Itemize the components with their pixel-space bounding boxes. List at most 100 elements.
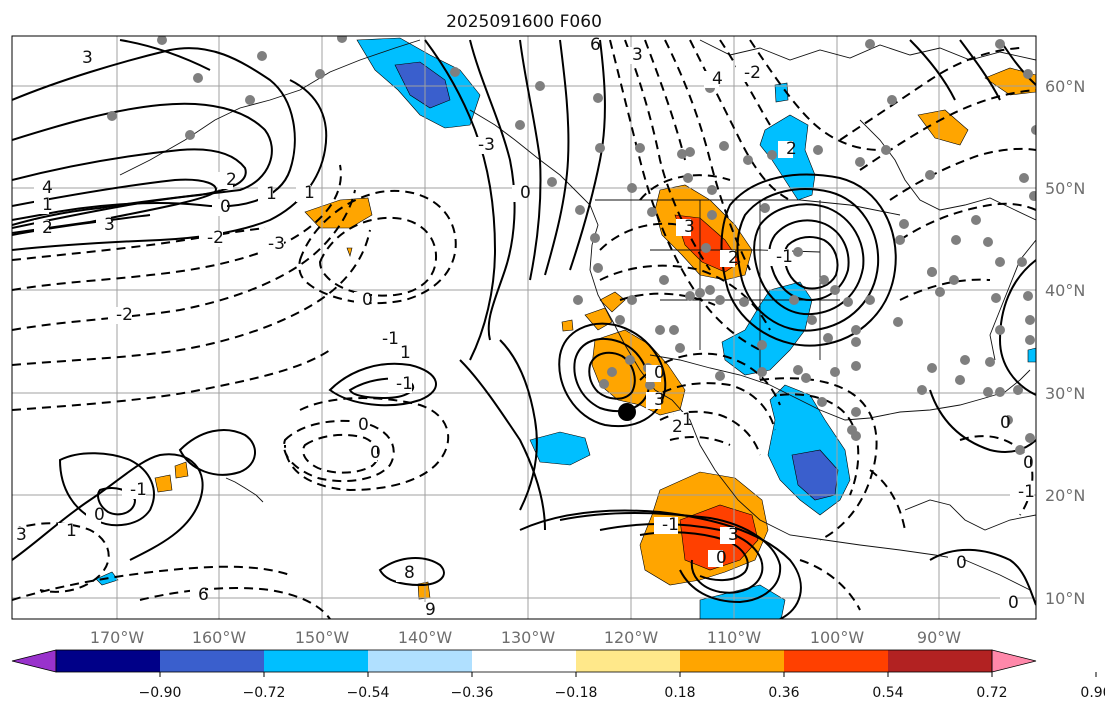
colorbar-bin	[784, 650, 888, 672]
coastline-yucatan	[904, 499, 1036, 531]
observation-dot	[983, 237, 993, 247]
negative-anomaly-east-pacific	[529, 431, 591, 466]
contour-positive-pacific-1	[328, 362, 437, 407]
observation-dot	[593, 263, 603, 273]
contour-label: -1	[396, 374, 413, 394]
observation-dot	[801, 373, 811, 383]
negative-anomaly-canada-small	[774, 82, 789, 103]
contour-positive-gulf-alaska-5	[12, 214, 151, 236]
colorbar-tick-label: 0.90	[1080, 685, 1105, 701]
observation-dot	[575, 205, 585, 215]
contour-label-bg	[720, 527, 735, 544]
contour-label-bg	[218, 172, 233, 189]
contour-negative-east-3	[889, 147, 1036, 201]
contour-label-bg	[354, 292, 369, 309]
contour-negative-gulf-1	[759, 377, 878, 541]
contour-label-bg	[736, 65, 760, 82]
contour-positive-pacific-5	[97, 487, 137, 516]
observation-dot	[635, 143, 645, 153]
contour-positive-gulf-alaska-6	[12, 79, 328, 251]
observation-dot	[960, 355, 970, 365]
contour-label: 0	[956, 553, 967, 573]
observation-dot	[1017, 257, 1027, 267]
observation-dot	[983, 387, 993, 397]
colorbar-tick-label: 0.18	[664, 685, 695, 701]
border-us-canada	[595, 199, 901, 216]
contour-label-bg	[1015, 455, 1030, 472]
observation-dot	[1031, 125, 1036, 135]
contour-label: -1	[776, 247, 793, 267]
lon-label: 120°W	[604, 628, 659, 647]
colorbar: −0.90 −0.72 −0.54 −0.36 −0.18 0.18 0.36 0.54 0.7…	[11, 649, 1105, 701]
contour-label-bg	[654, 517, 678, 534]
contour-label-bg	[362, 445, 377, 462]
coastline-us-west	[589, 244, 656, 391]
observation-dot	[705, 285, 715, 295]
observation-dot	[865, 39, 875, 49]
observation-dot	[599, 379, 609, 389]
contour-label-bg	[199, 230, 223, 247]
observation-dot	[659, 275, 669, 285]
contour-label: 3	[104, 215, 115, 235]
map-background	[12, 36, 1036, 619]
contour-label-bg	[704, 71, 719, 88]
contour-label: 1	[66, 521, 77, 541]
contour-label: 1	[682, 410, 693, 430]
colorbar-bin	[160, 650, 264, 672]
observation-dot	[847, 425, 857, 435]
contour-positive-baja-1	[558, 322, 667, 427]
contour-negative-pacific-low-3	[283, 419, 395, 483]
contour-label: -2	[744, 63, 761, 83]
contour-negative-pacific-low-5	[284, 397, 450, 492]
observation-dot	[573, 295, 583, 305]
contour-label-bg	[676, 219, 691, 236]
observation-dot	[245, 95, 255, 105]
contour-label: 9	[425, 600, 436, 620]
observation-dot	[793, 247, 803, 257]
contour-label: 2	[42, 218, 53, 238]
contour-negative-trough-wc-10	[619, 292, 716, 306]
observation-dot	[107, 111, 117, 121]
observation-dot	[949, 275, 959, 285]
contour-label-bg	[512, 185, 527, 202]
observation-dot	[893, 317, 903, 327]
contour-label-bg	[582, 37, 597, 54]
observation-dot	[927, 267, 937, 277]
contour-positive-ridge-1	[469, 39, 516, 341]
observation-dot	[685, 291, 695, 301]
colorbar-tick-label: 0.54	[872, 685, 903, 701]
lat-label: 10°N	[1045, 589, 1085, 608]
observation-dot	[1013, 385, 1023, 395]
contour-label: 3	[632, 45, 643, 65]
observation-dot	[830, 367, 840, 377]
lon-label: 100°W	[810, 628, 865, 647]
observation-dot	[685, 147, 695, 157]
observation-dot	[677, 149, 687, 159]
contour-label-bg	[1000, 595, 1015, 612]
observation-dot	[157, 36, 167, 45]
negative-contours	[12, 39, 1036, 619]
contour-positive-baja-2	[573, 338, 650, 412]
contour-label-bg	[34, 180, 49, 197]
contour-label-bg	[190, 587, 205, 604]
contour-label: 0	[358, 415, 369, 435]
contour-positive-gulf-alaska-1	[12, 47, 296, 221]
black-point-marker	[618, 403, 636, 421]
contour-label-bg	[86, 507, 101, 524]
colorbar-extend-high	[991, 649, 1037, 673]
observation-dot	[535, 81, 545, 91]
contour-negative-pacific-low-2	[318, 216, 438, 297]
observation-dot	[627, 183, 637, 193]
contour-positive-ridge-3	[544, 39, 570, 276]
observation-dot	[881, 145, 891, 155]
contour-label: 3	[728, 525, 739, 545]
contour-label: 0	[362, 290, 373, 310]
contour-label: 4	[712, 69, 723, 89]
colorbar-tick-label: −0.54	[347, 685, 390, 701]
longitude-labels: 170°W 160°W 150°W 140°W 130°W 120°W 110°W 100°W…	[90, 628, 961, 647]
lon-label: 90°W	[917, 628, 961, 647]
contour-label-bg	[108, 307, 132, 324]
contour-label: -2	[207, 228, 224, 248]
contour-label: 0	[220, 197, 231, 217]
colorbar-bin	[56, 650, 160, 672]
